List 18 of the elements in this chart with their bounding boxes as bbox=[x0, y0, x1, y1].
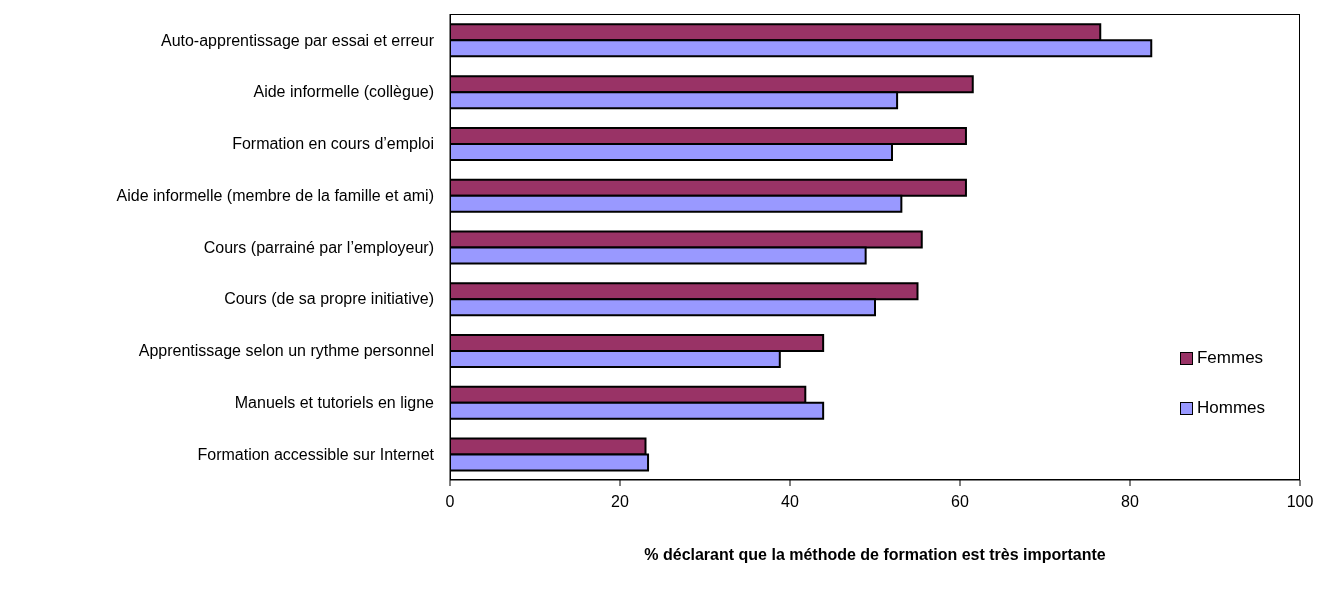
x-tick-label: 40 bbox=[781, 493, 799, 511]
x-tick-label: 80 bbox=[1121, 493, 1139, 511]
x-tick-label: 100 bbox=[1286, 493, 1314, 511]
y-tick-label: Auto-apprentissage par essai et erreur bbox=[160, 31, 435, 49]
y-tick-label: Apprentissage selon un rythme personnel bbox=[138, 342, 434, 360]
y-tick-label: Cours (parrainé par l’employeur) bbox=[203, 238, 434, 256]
legend-label: Femmes bbox=[1196, 348, 1264, 368]
legend-label: Hommes bbox=[1196, 398, 1265, 418]
y-tick-label: Formation accessible sur Internet bbox=[197, 445, 435, 463]
x-tick-label: 20 bbox=[611, 493, 629, 511]
x-axis-title: % déclarant que la méthode de formation est très importante bbox=[644, 546, 1106, 563]
x-tick-label: 0 bbox=[445, 493, 455, 511]
x-tick-label: 60 bbox=[951, 493, 969, 511]
y-tick-label: Aide informelle (collègue) bbox=[253, 83, 434, 101]
y-tick-label: Manuels et tutoriels en ligne bbox=[234, 394, 435, 412]
y-tick-label: Cours (de sa propre initiative) bbox=[224, 290, 434, 308]
y-tick-label: Formation en cours d’emploi bbox=[232, 135, 434, 153]
y-tick-label: Aide informelle (membre de la famille et ami) bbox=[116, 186, 434, 204]
